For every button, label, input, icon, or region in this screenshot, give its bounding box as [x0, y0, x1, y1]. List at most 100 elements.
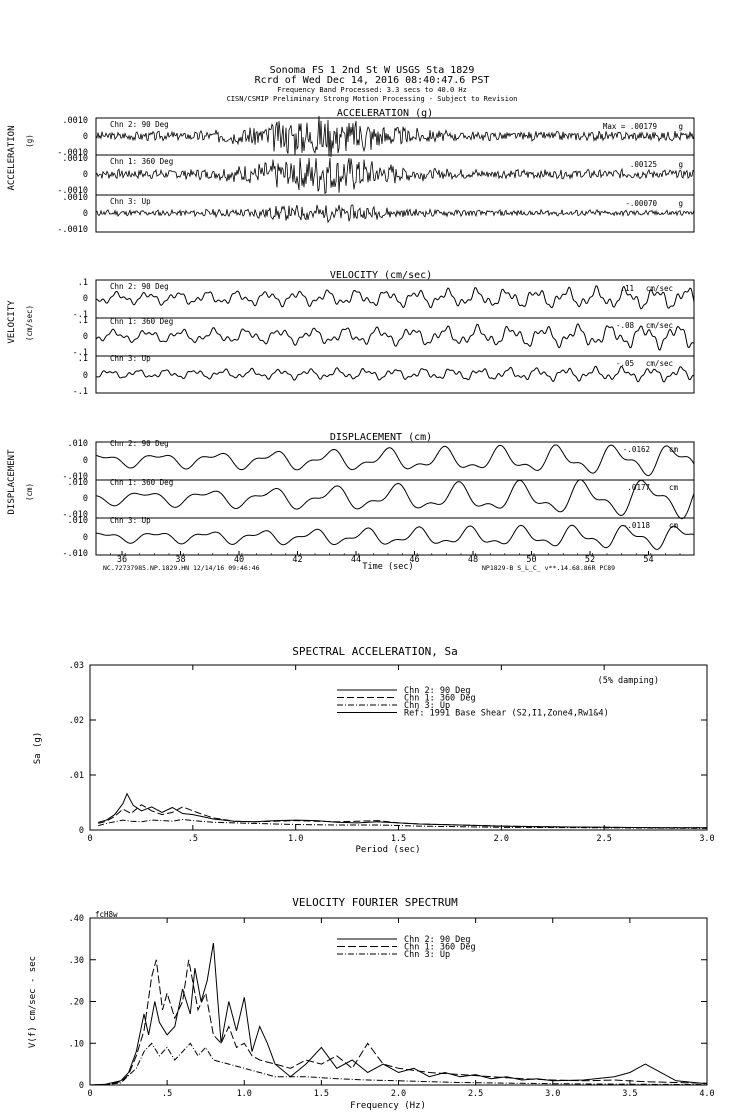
ft-x-tick-label: 4.0 [699, 1089, 714, 1099]
ft-series-2 [89, 959, 708, 1086]
vel-ch3-peak: -.05 [616, 359, 634, 368]
disp-ch3-tick-top: .010 [68, 516, 88, 526]
sa-x-tick-label: .5 [188, 834, 198, 844]
vel-ch2-tick-top: .1 [78, 278, 88, 288]
vel-ch2-label: Chn 2: 90 Deg [110, 282, 169, 291]
acceleration-title: ACCELERATION (g) [337, 108, 433, 119]
disp-ch1-peak: .0177 [627, 483, 650, 492]
vel-ch1-tick-bottom: -.1 [73, 348, 88, 358]
accel-ch2-tick-bottom: -.0010 [57, 148, 88, 158]
time-tick-label: 36 [117, 555, 127, 565]
disp-ch2-unit: cm [669, 445, 679, 454]
disp-ch2-trace [95, 444, 695, 477]
time-tick-label: 44 [351, 555, 361, 565]
time-tick-label: 54 [643, 555, 653, 565]
displacement-ylabel-unit: (cm) [25, 483, 34, 501]
ft-legend-label: Chn 2: 90 Deg [404, 935, 471, 945]
vel-ch3-frame [95, 355, 695, 394]
ft-x-tick-label: 0 [87, 1089, 92, 1099]
sa-series-2 [98, 804, 707, 829]
header-line-2: Rcrd of Wed Dec 14, 2016 08:40:47.6 PST [255, 75, 490, 86]
disp-ch2-label: Chn 2: 90 Deg [110, 439, 169, 448]
velocity-ylabel-unit: (cm/sec) [25, 305, 34, 341]
accel-ch3-frame [95, 194, 695, 233]
displacement-title: DISPLACEMENT (cm) [330, 432, 432, 443]
accel-ch2-peak: Max = .00179 [603, 122, 657, 131]
accel-ch1-trace [95, 157, 695, 195]
vel-ch3-unit: cm/sec [646, 359, 673, 368]
vel-ch3-label: Chn 3: Up [110, 354, 151, 363]
vel-ch2-unit: cm/sec [646, 284, 673, 293]
disp-ch1-tick-zero: 0 [83, 494, 88, 504]
sa-x-tick-label: 3.0 [699, 834, 714, 844]
accel-ch1-tick-top: .0010 [62, 154, 88, 164]
vel-ch3-tick-bottom: -.1 [73, 387, 88, 397]
accel-ch2-tick-top: .0010 [62, 116, 88, 126]
fourier-xlabel: Frequency (Hz) [350, 1101, 426, 1111]
fourier-spectrum-chart: VELOCITY FOURIER SPECTRUM fcH8w V(f) cm/… [28, 896, 715, 1111]
fourier-series [89, 942, 708, 1086]
sa-plot-frame [89, 664, 708, 831]
footer-right: NP1829-B S_L_C_ v**.14.68.86R PC89 [482, 564, 615, 572]
sa-y-tick-label: .01 [69, 771, 84, 781]
ft-x-tick-label: 2.5 [468, 1089, 483, 1099]
sa-legend-label: Chn 2: 90 Deg [404, 686, 471, 696]
velocity-panel: VELOCITY (cm/sec) VELOCITY (cm/sec) .1 0… [7, 270, 695, 397]
disp-ch3-unit: cm [669, 521, 679, 530]
sa-annotation: (5% damping) [598, 676, 659, 686]
fourier-axes: 0 .5 1.0 1.5 2.0 2.5 3.0 3.5 4.0 0 .10 .20 .30 .40 [69, 914, 715, 1099]
displacement-panel: DISPLACEMENT (cm) DISPLACEMENT (cm) .010… [7, 432, 695, 572]
sa-axes: 0 .5 1.0 1.5 2.0 2.5 3.0 0 .01 .02 .03 [69, 661, 715, 844]
accel-ch1-tick-bottom: -.0010 [57, 186, 88, 196]
sa-x-tick-label: 2.5 [596, 834, 611, 844]
time-tick-label: 42 [292, 555, 302, 565]
disp-ch3-frame [95, 517, 695, 556]
disp-ch1-tick-bottom: -.010 [62, 510, 88, 520]
ft-x-tick-label: 3.0 [545, 1089, 560, 1099]
sa-x-tick-label: 1.0 [288, 834, 303, 844]
time-axis-label: Time (sec) [362, 562, 413, 572]
time-tick-label: 48 [468, 555, 478, 565]
ft-y-tick-label: .30 [69, 956, 84, 966]
sa-y-tick-label: .03 [69, 661, 84, 671]
footer-left: NC.72737985.NP.1829.HN 12/14/16 09:46:46 [103, 564, 260, 572]
time-axis: 36 38 40 42 44 46 48 50 52 54 [95, 551, 681, 565]
disp-ch3-tick-bottom: -.010 [62, 549, 88, 559]
displacement-ylabel: DISPLACEMENT [7, 449, 17, 515]
ft-series-1 [89, 942, 708, 1086]
accel-ch2-unit: g [678, 122, 683, 131]
acceleration-panel: ACCELERATION (g) ACCELERATION (g) .0010 … [7, 108, 695, 235]
ft-x-tick-label: 2.0 [391, 1089, 406, 1099]
sa-series-1 [98, 792, 707, 829]
disp-ch3-peak: -.0118 [623, 521, 651, 530]
vel-ch1-frame [95, 317, 695, 357]
disp-ch2-peak: -.0162 [623, 445, 650, 454]
ft-x-tick-label: 3.5 [622, 1089, 637, 1099]
displacement-traces [95, 444, 695, 550]
sa-legend-label: Chn 3: Up [404, 701, 450, 711]
vel-ch1-label: Chn 1: 360 Deg [110, 317, 173, 326]
disp-ch1-label: Chn 1: 360 Deg [110, 478, 173, 487]
accel-ch3-tick-bottom: -.0010 [57, 225, 88, 235]
sa-ylabel: Sa (g) [33, 732, 43, 765]
accel-ch3-unit: g [678, 199, 683, 208]
ft-legend-label: Chn 3: Up [404, 950, 450, 960]
time-tick-label: 46 [409, 555, 419, 565]
sa-series-3 [98, 818, 708, 829]
sa-series [98, 792, 708, 829]
accel-ch1-label: Chn 1: 360 Deg [110, 157, 173, 166]
vel-ch1-peak: -.08 [616, 321, 635, 330]
vel-ch1-tick-zero: 0 [83, 332, 88, 342]
disp-ch1-trace [95, 479, 695, 520]
accel-ch3-trace [95, 204, 695, 224]
ft-y-tick-label: .10 [69, 1039, 84, 1049]
sa-x-tick-label: 1.5 [391, 834, 406, 844]
ft-legend-label: Chn 1: 360 Deg [404, 943, 476, 953]
disp-ch2-tick-top: .010 [68, 439, 88, 449]
disp-ch2-tick-zero: 0 [83, 456, 88, 466]
fourier-ylabel: V(f) cm/sec - sec [28, 956, 38, 1048]
fourier-title: VELOCITY FOURIER SPECTRUM [292, 896, 458, 909]
ft-series-3 [89, 1042, 708, 1086]
